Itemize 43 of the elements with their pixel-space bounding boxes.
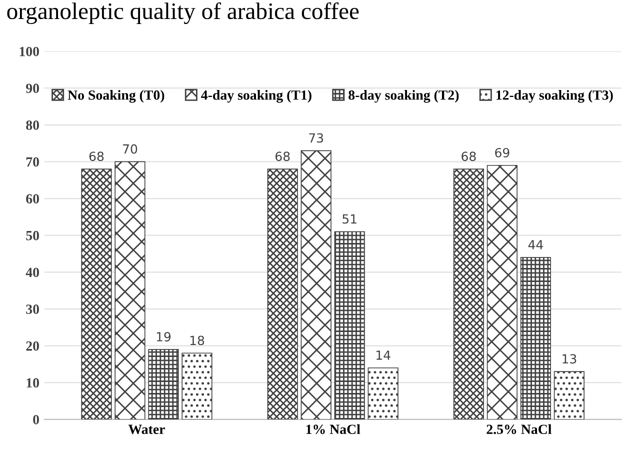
y-tick-label: 80 [26,120,39,130]
data-label: 68 [276,152,290,162]
bar [520,257,552,420]
bar [81,168,112,420]
data-label: 19 [156,332,171,342]
bar [554,371,585,420]
x-tick-label: 1% NaCl [306,424,360,434]
data-label: 13 [562,354,576,364]
y-tick-label: 20 [26,341,39,351]
bar [368,367,398,420]
data-label: 69 [495,148,510,158]
data-label: 68 [462,152,476,162]
x-tick-label: 2.5% NaCl [486,424,552,434]
data-label: 51 [342,214,356,224]
y-tick-label: 50 [26,230,39,240]
legend-label: 8-day soaking (T2) [348,90,459,103]
bar [148,349,179,420]
y-tick-label: 10 [26,378,39,388]
y-tick-label: 60 [26,194,39,204]
bar [334,231,365,420]
bar [453,168,484,420]
data-label: 68 [89,152,104,162]
bar [114,161,146,420]
data-label: 44 [528,240,543,250]
bar [182,352,212,420]
data-label: 70 [123,144,138,154]
bar [267,168,298,420]
data-label: 73 [309,133,324,143]
legend-label: 12-day soaking (T3) [496,90,613,103]
data-label: 18 [190,336,204,346]
y-tick-label: 40 [26,268,39,278]
x-tick-label: Water [128,424,165,434]
y-tick-label: 70 [26,157,39,167]
legend-label: No Soaking (T0) [68,90,164,103]
y-tick-label: 30 [26,304,39,314]
y-tick-label: 90 [26,84,39,94]
bar [300,150,332,420]
data-label: 14 [376,350,390,360]
legend-label: 4-day soaking (T1) [201,90,312,103]
y-tick-label: 100 [20,46,39,56]
bar [486,164,518,420]
chart-title: organoleptic quality of arabica coffee [7,2,359,24]
y-tick-label: 0 [33,414,39,424]
